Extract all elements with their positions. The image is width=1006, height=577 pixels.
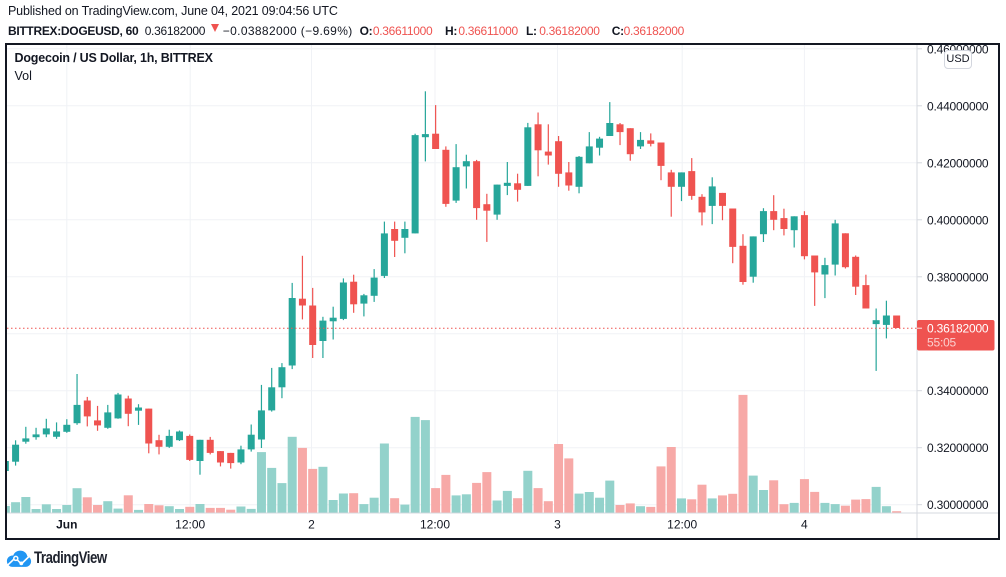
- svg-text:12:00: 12:00: [667, 518, 697, 532]
- svg-text:12:00: 12:00: [175, 518, 205, 532]
- svg-text:0.34000000: 0.34000000: [927, 384, 989, 398]
- svg-text:4: 4: [801, 518, 808, 532]
- svg-text:0.32000000: 0.32000000: [927, 441, 989, 455]
- svg-text:3: 3: [554, 518, 561, 532]
- svg-text:0.30000000: 0.30000000: [927, 498, 989, 512]
- svg-text:2: 2: [308, 518, 315, 532]
- svg-text:Jun: Jun: [56, 518, 77, 532]
- svg-text:0.44000000: 0.44000000: [927, 99, 989, 113]
- svg-text:0.40000000: 0.40000000: [927, 213, 989, 227]
- svg-text:55:05: 55:05: [927, 335, 957, 349]
- svg-text:0.46000000: 0.46000000: [927, 42, 989, 56]
- svg-text:0.36182000: 0.36182000: [927, 321, 989, 335]
- svg-text:12:00: 12:00: [420, 518, 450, 532]
- svg-text:0.42000000: 0.42000000: [927, 156, 989, 170]
- svg-text:0.38000000: 0.38000000: [927, 270, 989, 284]
